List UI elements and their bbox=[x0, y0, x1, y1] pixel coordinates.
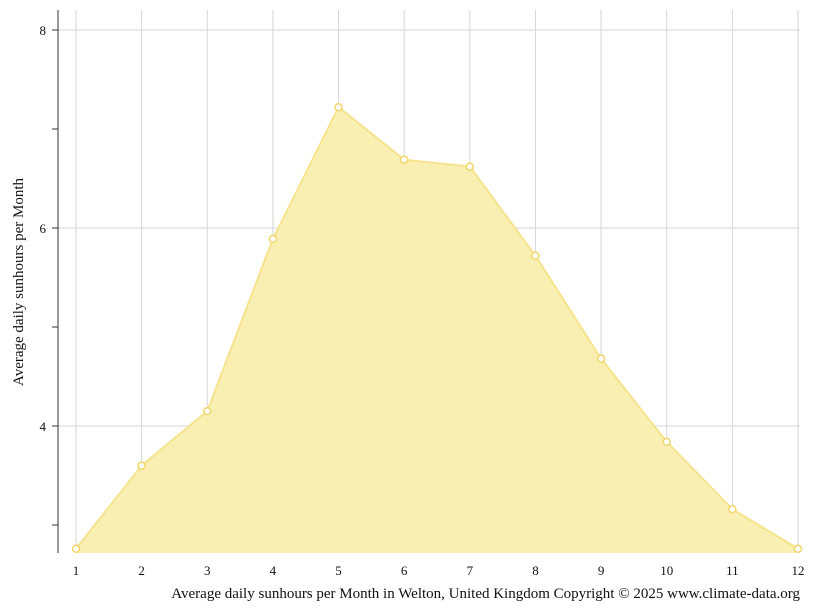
series-line bbox=[75, 105, 799, 550]
x-tick-label: 10 bbox=[660, 563, 673, 578]
area-series bbox=[75, 105, 799, 553]
x-tick-label: 11 bbox=[726, 563, 739, 578]
data-point bbox=[728, 504, 737, 514]
x-tick-label: 2 bbox=[138, 563, 145, 578]
x-tick-label: 8 bbox=[532, 563, 539, 578]
y-axis-title: Average daily sunhours per Month bbox=[11, 178, 27, 387]
data-point bbox=[137, 461, 146, 470]
data-point bbox=[399, 155, 409, 164]
y-tick-label: 4 bbox=[40, 419, 47, 434]
x-tick-label: 9 bbox=[598, 563, 605, 578]
data-point bbox=[465, 162, 475, 171]
data-point bbox=[268, 234, 278, 244]
x-tick-label: 5 bbox=[335, 563, 342, 578]
data-point bbox=[203, 406, 212, 416]
y-tick-label: 8 bbox=[40, 23, 47, 38]
x-tick-label: 1 bbox=[73, 563, 80, 578]
data-point bbox=[793, 544, 803, 554]
x-tick-label: 4 bbox=[270, 563, 277, 578]
area-fill bbox=[76, 107, 798, 553]
chart-caption: Average daily sunhours per Month in Welt… bbox=[171, 586, 800, 602]
data-point bbox=[531, 251, 540, 260]
data-points bbox=[71, 102, 803, 554]
data-point bbox=[662, 437, 671, 447]
data-point bbox=[596, 354, 606, 363]
data-point bbox=[334, 102, 343, 112]
x-tick-label: 12 bbox=[792, 563, 805, 578]
axes bbox=[52, 10, 59, 553]
x-tick-label: 3 bbox=[204, 563, 211, 578]
data-point bbox=[71, 544, 81, 554]
x-tick-label: 6 bbox=[401, 563, 408, 578]
x-tick-label: 7 bbox=[467, 563, 474, 578]
y-tick-label: 6 bbox=[40, 221, 47, 236]
